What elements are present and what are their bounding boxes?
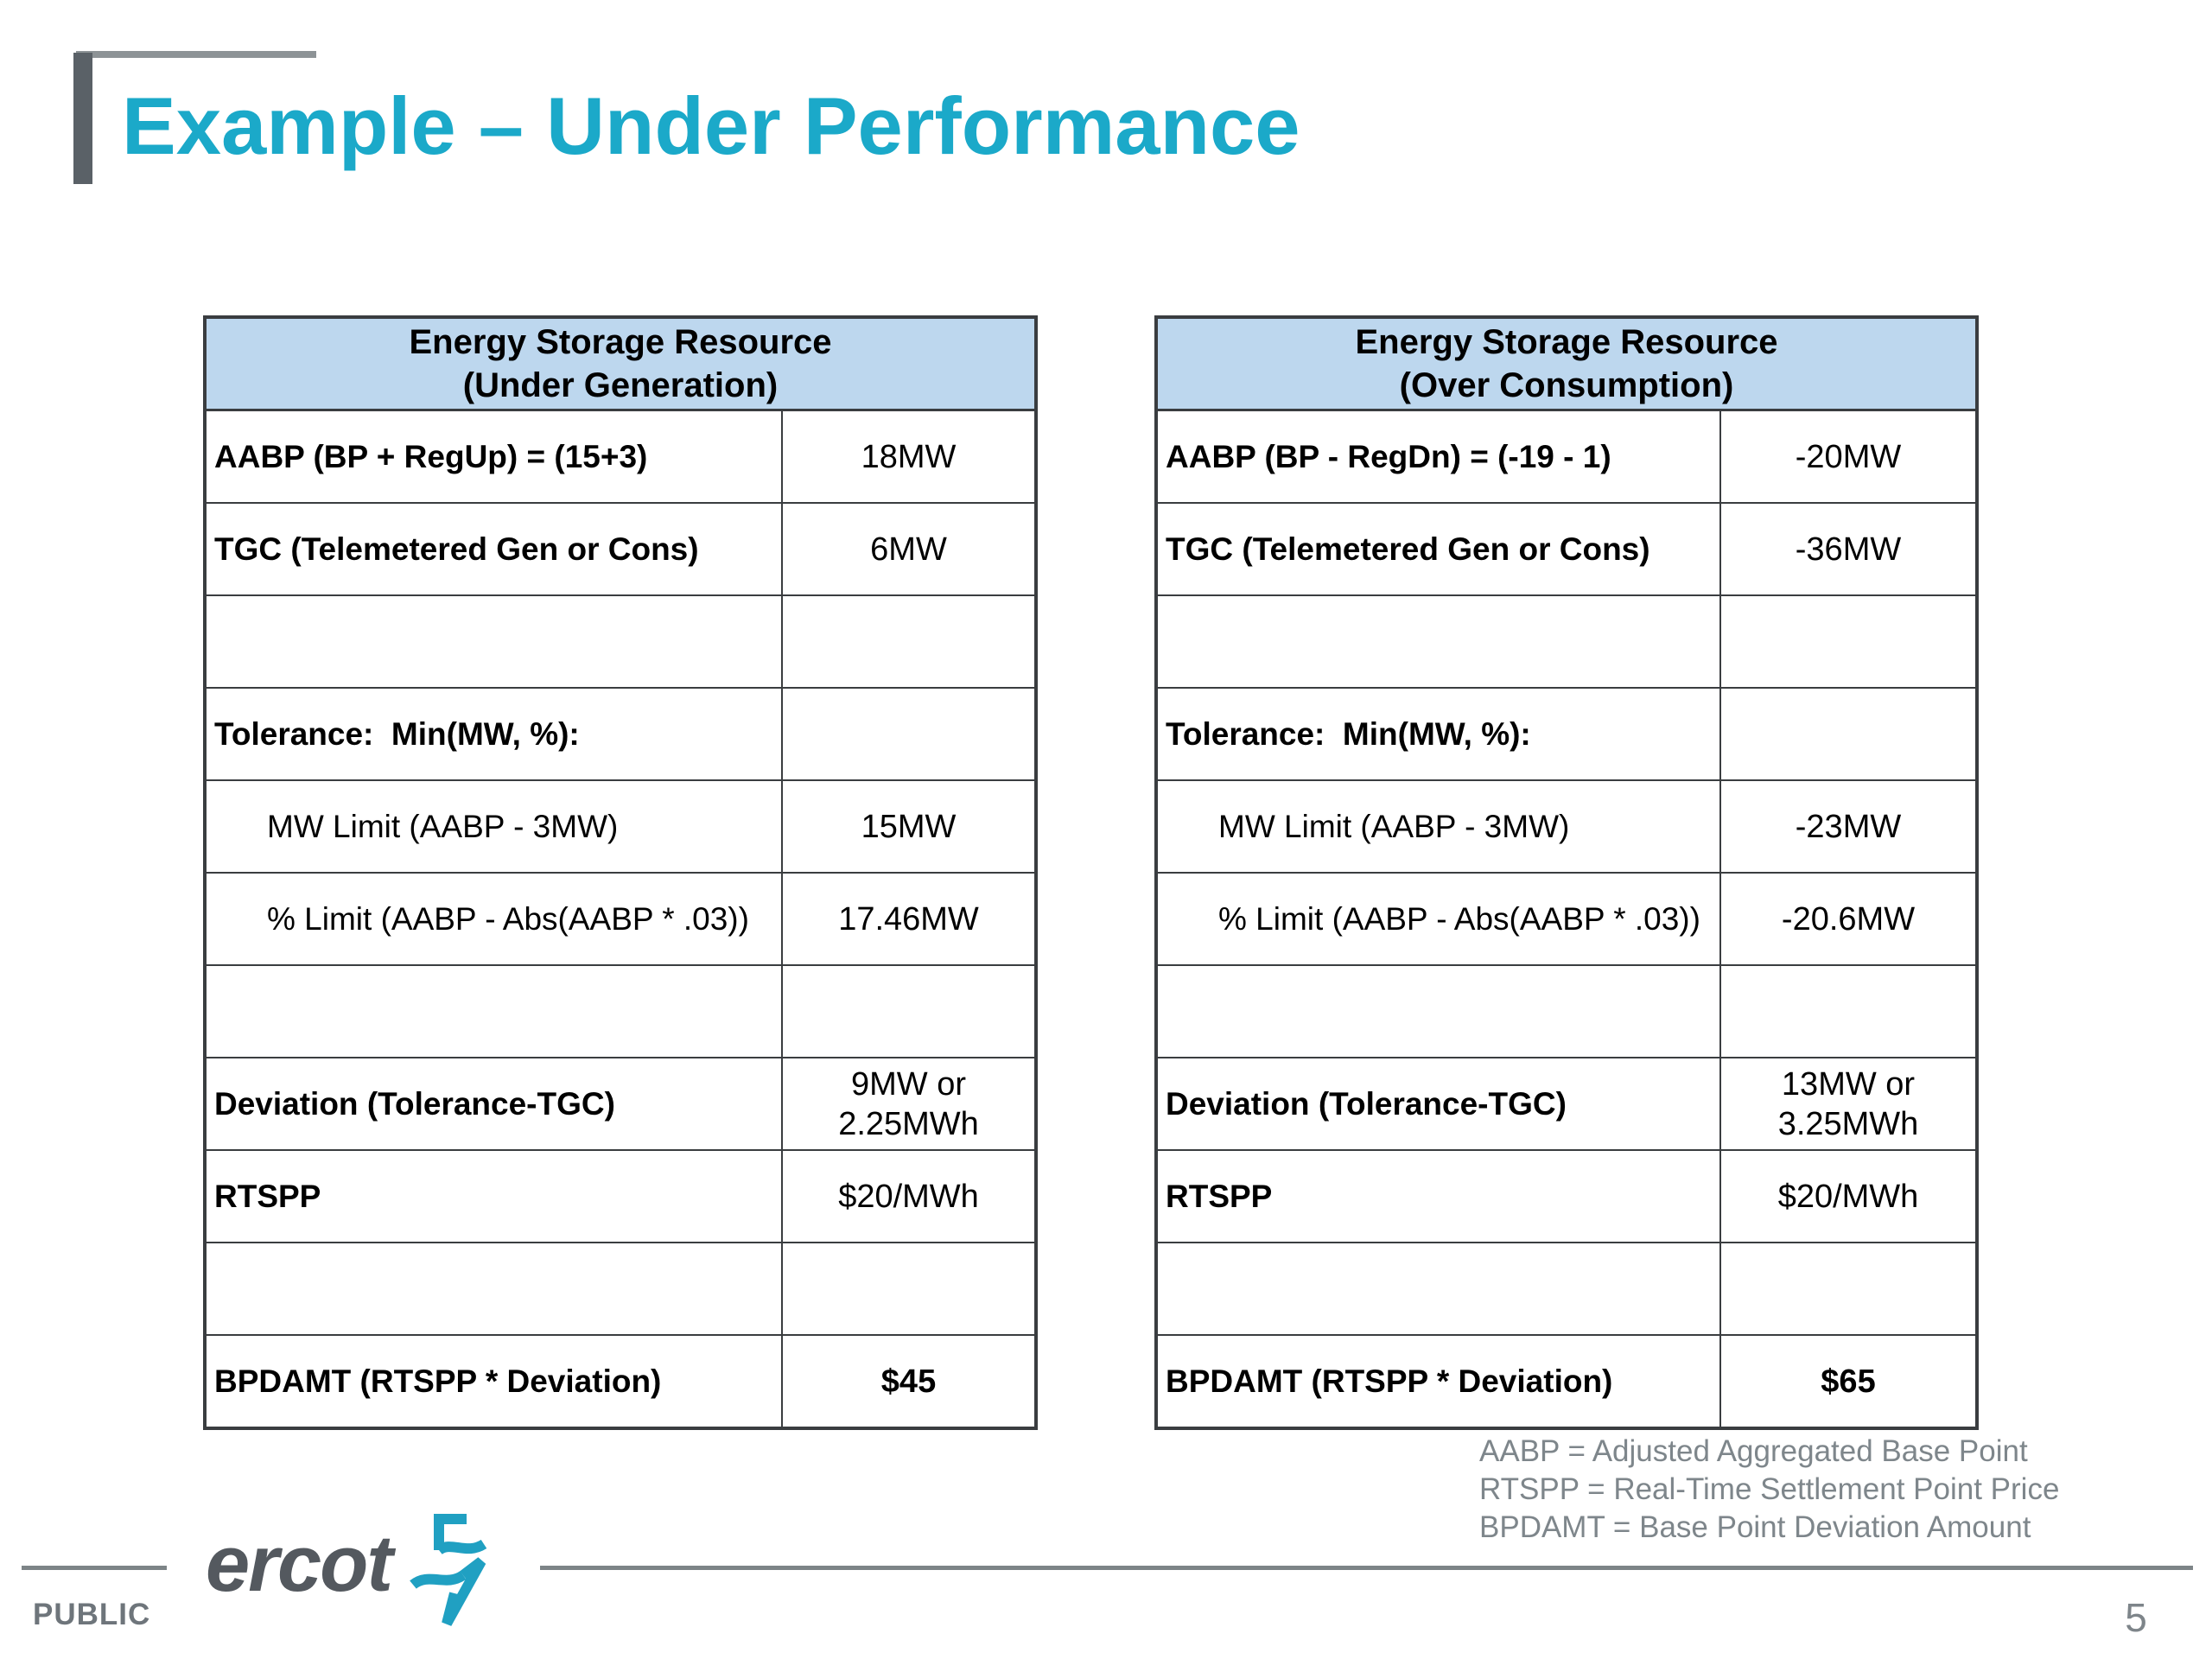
table-header-row: Energy Storage Resource (Under Generatio… [203, 315, 1038, 411]
footer-divider-left [22, 1566, 167, 1570]
title-accent-horizontal-bar [76, 51, 316, 58]
row-value-cell [781, 687, 1037, 781]
table-row: TGC (Telemetered Gen or Cons) 6MW [204, 502, 1037, 596]
row-value-cell [781, 1242, 1037, 1336]
row-label-cell: TGC (Telemetered Gen or Cons) [1155, 502, 1721, 596]
esr-over-consumption-table: Energy Storage Resource (Over Consumptio… [1154, 315, 1979, 1430]
acronym-legend: AABP = Adjusted Aggregated Base Point RT… [1479, 1433, 2059, 1547]
row-label-cell [1155, 594, 1721, 689]
table-header-line2: (Under Generation) [462, 366, 779, 404]
table-row: BPDAMT (RTSPP * Deviation) $45 [204, 1334, 1037, 1429]
table-row: Deviation (Tolerance-TGC) 13MW or 3.25MW… [1155, 1057, 1978, 1151]
row-label-cell: TGC (Telemetered Gen or Cons) [204, 502, 783, 596]
row-label-cell: Deviation (Tolerance-TGC) [1155, 1057, 1721, 1151]
row-value-cell [1719, 1242, 1978, 1336]
table-row: TGC (Telemetered Gen or Cons) -36MW [1155, 502, 1978, 596]
classification-label: PUBLIC [33, 1598, 151, 1631]
esr-under-generation-table: Energy Storage Resource (Under Generatio… [203, 315, 1038, 1430]
row-label-cell: MW Limit (AABP - 3MW) [1155, 779, 1721, 874]
table-header: Energy Storage Resource (Over Consumptio… [1154, 315, 1979, 411]
row-label-cell: RTSPP [1155, 1149, 1721, 1243]
table-row: Deviation (Tolerance-TGC) 9MW or 2.25MWh [204, 1057, 1037, 1151]
table-row: Tolerance: Min(MW, %): [1155, 687, 1978, 781]
table-row: % Limit (AABP - Abs(AABP * .03)) 17.46MW [204, 872, 1037, 966]
row-label-cell [1155, 1242, 1721, 1336]
row-value-cell: -20MW [1719, 409, 1978, 504]
table-header-row: Energy Storage Resource (Over Consumptio… [1154, 315, 1979, 411]
row-value-cell: -20.6MW [1719, 872, 1978, 966]
row-value-cell: 6MW [781, 502, 1037, 596]
table-row: MW Limit (AABP - 3MW) 15MW [204, 779, 1037, 874]
row-value-cell: $20/MWh [1719, 1149, 1978, 1243]
ercot-logo-wordmark: ercot [206, 1520, 393, 1608]
page-title: Example – Under Performance [122, 80, 1300, 171]
row-value-cell: 15MW [781, 779, 1037, 874]
row-value-cell: 18MW [781, 409, 1037, 504]
row-label-cell [1155, 964, 1721, 1058]
table-header: Energy Storage Resource (Under Generatio… [203, 315, 1038, 411]
row-label-cell [204, 1242, 783, 1336]
title-accent-vertical-bar [73, 53, 92, 184]
row-label-cell: % Limit (AABP - Abs(AABP * .03)) [1155, 872, 1721, 966]
row-value-cell: 9MW or 2.25MWh [781, 1057, 1037, 1151]
row-label-cell [204, 594, 783, 689]
row-label-cell [204, 964, 783, 1058]
table-row: RTSPP $20/MWh [204, 1149, 1037, 1243]
row-value-cell: $65 [1719, 1334, 1978, 1429]
row-value-cell [1719, 594, 1978, 689]
table-row: AABP (BP + RegUp) = (15+3) 18MW [204, 409, 1037, 504]
row-label-cell: RTSPP [204, 1149, 783, 1243]
row-value-cell: $20/MWh [781, 1149, 1037, 1243]
footer-divider-right [540, 1566, 2193, 1570]
table-row [204, 1242, 1037, 1336]
row-label-cell: BPDAMT (RTSPP * Deviation) [1155, 1334, 1721, 1429]
row-value-cell [1719, 964, 1978, 1058]
table-header-line2: (Over Consumption) [1399, 366, 1734, 404]
table-row [204, 594, 1037, 689]
ercot-bolt-icon [410, 1514, 487, 1626]
row-value-cell [1719, 687, 1978, 781]
table-row: Tolerance: Min(MW, %): [204, 687, 1037, 781]
row-value-cell: $45 [781, 1334, 1037, 1429]
table-row: AABP (BP - RegDn) = (-19 - 1) -20MW [1155, 409, 1978, 504]
table-row [1155, 964, 1978, 1058]
row-value-cell: -36MW [1719, 502, 1978, 596]
row-value-cell: 13MW or 3.25MWh [1719, 1057, 1978, 1151]
row-value-cell [781, 964, 1037, 1058]
table-row: BPDAMT (RTSPP * Deviation) $65 [1155, 1334, 1978, 1429]
table-row [204, 964, 1037, 1058]
row-label-cell: MW Limit (AABP - 3MW) [204, 779, 783, 874]
row-label-cell: AABP (BP + RegUp) = (15+3) [204, 409, 783, 504]
legend-line: BPDAMT = Base Point Deviation Amount [1479, 1510, 2031, 1544]
table-header-line1: Energy Storage Resource [409, 323, 832, 361]
row-label-cell: Deviation (Tolerance-TGC) [204, 1057, 783, 1151]
table-row [1155, 594, 1978, 689]
legend-line: RTSPP = Real-Time Settlement Point Price [1479, 1472, 2060, 1506]
table-header-line1: Energy Storage Resource [1355, 323, 1778, 361]
row-label-cell: Tolerance: Min(MW, %): [1155, 687, 1721, 781]
table-row: RTSPP $20/MWh [1155, 1149, 1978, 1243]
row-label-cell: BPDAMT (RTSPP * Deviation) [204, 1334, 783, 1429]
page-number: 5 [2125, 1595, 2147, 1640]
row-value-cell: 17.46MW [781, 872, 1037, 966]
row-label-cell: AABP (BP - RegDn) = (-19 - 1) [1155, 409, 1721, 504]
table-row: % Limit (AABP - Abs(AABP * .03)) -20.6MW [1155, 872, 1978, 966]
row-value-cell: -23MW [1719, 779, 1978, 874]
row-label-cell: % Limit (AABP - Abs(AABP * .03)) [204, 872, 783, 966]
table-row [1155, 1242, 1978, 1336]
table-row: MW Limit (AABP - 3MW) -23MW [1155, 779, 1978, 874]
row-label-cell: Tolerance: Min(MW, %): [204, 687, 783, 781]
row-value-cell [781, 594, 1037, 689]
legend-line: AABP = Adjusted Aggregated Base Point [1479, 1434, 2028, 1468]
